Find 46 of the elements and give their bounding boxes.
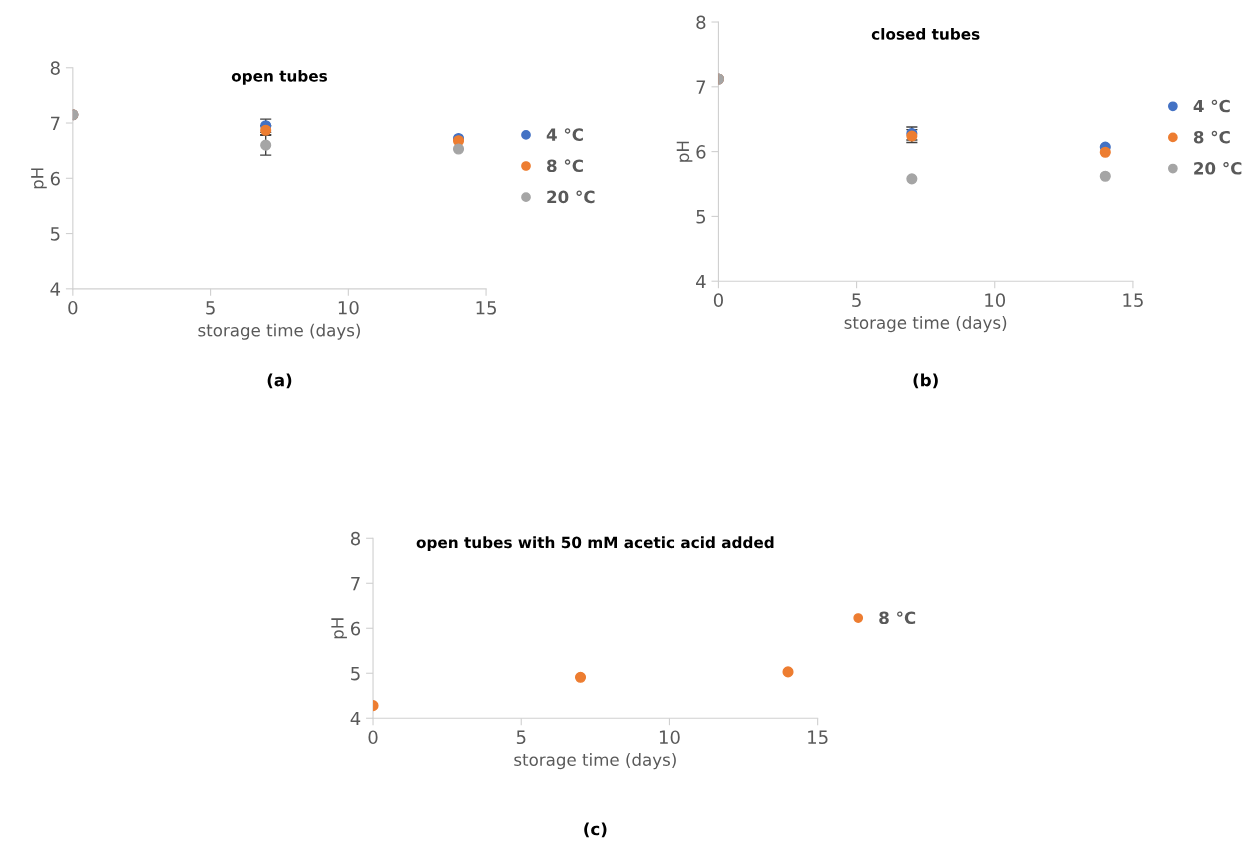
x-axis-title: storage time (days) [198,323,360,340]
chart-title: closed tubes [871,28,980,40]
y-tick-label: 7 [696,80,706,94]
x-tick-label: 15 [476,301,496,315]
y-tick-label: 8 [350,531,360,546]
text: (b) [913,373,938,389]
y-tick-label: 5 [50,227,60,241]
text: (c) [584,822,607,838]
chart-title: open tubes with 50 mM acetic acid added [416,536,774,552]
x-tick-label: 10 [985,293,1006,307]
y-tick-label: 8 [50,61,60,75]
legend-label: 8 °C [879,611,916,625]
x-axis-title: storage time (days) [514,753,676,770]
x-tick-label: 5 [516,730,526,745]
x-tick-label: 0 [68,300,78,315]
x-tick-label: 10 [659,730,680,745]
x-tick-label: 15 [808,730,828,745]
y-axis-title: pH [31,168,47,189]
x-tick-label: 0 [368,730,378,745]
legend-label: 8 °C [1193,130,1230,144]
y-tick-label: 4 [350,711,361,726]
y-tick-label: 6 [696,145,706,159]
x-tick-label: 15 [1123,293,1143,307]
x-tick-label: 5 [852,293,861,307]
y-tick-label: 8 [696,15,706,30]
legend-label: 20 °C [547,190,595,204]
legend-label: 8 °C [547,159,583,173]
legend-label: 4 °C [1193,99,1230,113]
legend-label: 4 °C [546,128,583,141]
x-tick-label: 0 [713,293,723,307]
y-tick-label: 6 [50,171,60,186]
chart-title: open tubes [231,69,328,85]
y-axis-title: pH [676,141,693,162]
legend-label: 20 °C [1194,161,1242,175]
x-axis-title: storage time (days) [844,316,1007,333]
y-tick-label: 7 [351,576,360,591]
y-axis-title: pH [331,618,347,639]
y-tick-label: 7 [51,116,60,130]
text: (a) [267,373,292,389]
x-tick-label: 5 [206,301,215,315]
y-tick-label: 5 [696,210,706,224]
y-tick-label: 4 [696,274,706,289]
y-tick-label: 6 [351,621,361,636]
x-tick-label: 10 [338,300,359,315]
y-tick-label: 4 [50,282,61,296]
y-tick-label: 5 [351,666,360,681]
